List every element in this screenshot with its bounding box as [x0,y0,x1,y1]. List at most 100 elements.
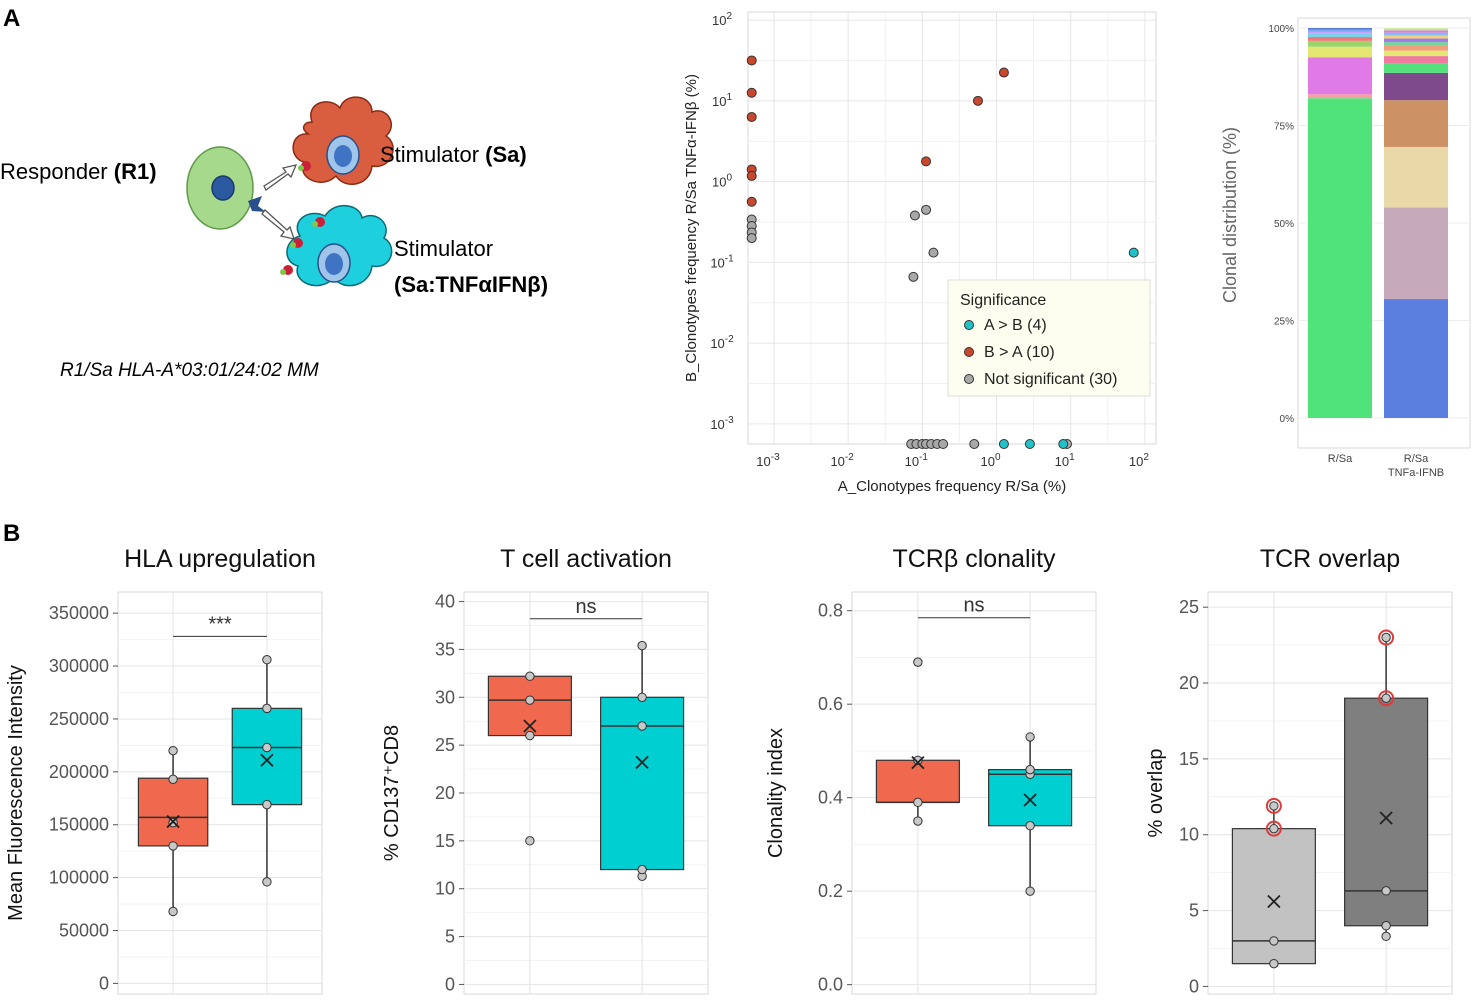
data-point [525,695,535,705]
stack-segment [1384,45,1448,51]
stack-segment [1308,36,1372,41]
y-axis-label: Mean Fluorescence Intensity [5,665,27,921]
y-axis-label: B_Clonotypes frequency R/Sa TNFα-IFNβ (%… [683,74,700,382]
tcr-overlap-boxplot: TCR overlap 0 5 10 15 20 25 % overlap [1145,545,1453,996]
y-tick-label: 0.8 [818,601,843,621]
chart-title: T cell activation [500,545,672,573]
data-point-ba [921,156,932,167]
data-point [913,657,923,667]
y-tick-label: 5 [445,927,455,947]
data-point [1025,732,1035,742]
data-point [913,755,923,765]
schematic: Responder (R1) Stimulator (Sa) Stimulato… [0,96,548,381]
data-point-ba [972,95,983,106]
data-point [262,703,272,714]
y-tick-label: 150000 [49,815,109,835]
stimulator2-id: (Sa:TNFαIFNβ) [394,272,548,297]
y-tick-label: 0 [1189,976,1199,996]
stack-segment [1384,38,1448,43]
y-tick-label: 15 [1179,749,1199,769]
data-point [168,774,178,784]
stack-segment [1384,30,1448,33]
stack-segment [1308,46,1372,58]
y-tick-label: 30 [435,687,455,707]
stack-segment [1308,31,1372,34]
x-tick-label: 10-1 [905,452,929,469]
stimulator1-label: Stimulator (Sa) [380,142,527,167]
data-point [1381,921,1391,931]
stimulator-sa-cell [292,96,394,186]
data-point [168,841,178,851]
data-point [1025,764,1035,775]
data-point-ns [908,271,919,282]
highlighted-point [1378,690,1395,707]
significance-label: *** [208,613,232,635]
stack-segment [1384,100,1448,147]
y-tick-label: 10-3 [710,415,734,432]
chart-title: TCRβ clonality [892,545,1056,573]
arrow-to-stim2 [261,209,295,240]
data-point-ba [746,170,757,181]
data-point-ns [746,233,757,244]
data-point [1269,936,1279,946]
highlighted-point [1265,797,1282,814]
stack-segment [1384,42,1448,46]
y-tick-label: 20 [435,783,455,803]
data-point [262,877,272,887]
x-tick-label: 10-3 [756,452,780,469]
highlighted-point [1265,820,1282,837]
y-tick-label: 10 [435,879,455,899]
mean-marker [1023,793,1037,807]
y-tick-label: 20 [1179,673,1199,693]
box [137,777,209,847]
responder-nucleus [211,175,235,201]
stack-segment [1384,299,1448,418]
y-tick-label: 0 [445,974,455,994]
data-point [637,692,647,702]
y-tick-label: 101 [712,92,732,109]
y-tick-label: 5 [1189,901,1199,921]
stack-segment [1308,57,1372,95]
data-point [525,836,535,846]
x-tick-label: 10-2 [830,452,854,469]
data-point [1025,886,1035,896]
y-tick-label: 40 [435,592,455,612]
hla-mismatch-text: R1/Sa HLA-A*03:01/24:02 MM [60,360,319,381]
legend-marker-ns [964,374,974,384]
hla-upregulation-boxplot: HLA upregulation 0 50000 100000 150000 200000… [5,545,323,995]
significance-label: ns [963,595,984,617]
data-point [262,655,272,665]
mean-marker [260,753,274,767]
stack-segment [1308,40,1372,47]
data-point-ns [938,439,949,449]
y-axis-label: % CD137⁺CD8 [381,725,403,861]
legend-marker-ab [964,320,974,330]
box [875,759,960,803]
y-tick-label: 0.2 [818,881,843,901]
data-point [1269,958,1279,969]
y-tick-label: 50% [1274,219,1294,230]
data-point [1269,801,1279,811]
stack-segment [1308,29,1372,32]
category-label: R/Sa [1404,453,1429,465]
x-axis-label: A_Clonotypes frequency R/Sa (%) [838,478,1066,495]
chart-title: HLA upregulation [124,545,316,573]
stack-segment [1384,50,1448,57]
data-point-ab [1128,247,1139,258]
data-point [913,797,923,808]
data-point-ba [746,87,757,98]
data-point [168,906,178,917]
y-axis-label: Clonality index [765,728,787,858]
data-point [1025,821,1035,831]
panel-label-a: A [3,5,21,32]
data-point-ns [909,210,920,221]
y-tick-label: 10 [1179,825,1199,845]
data-point-ns [921,204,932,215]
data-point [1381,693,1391,703]
clonotype-scatter-plot: 10-3 10-2 10-1 100 101 102 10-3 10-2 10-1 100 101 1… [683,11,1157,495]
stack-segment [1384,32,1448,36]
data-point-ba [998,67,1009,78]
data-point [168,745,178,756]
y-tick-label: 25 [435,735,455,755]
chart-title: TCR overlap [1260,545,1400,573]
